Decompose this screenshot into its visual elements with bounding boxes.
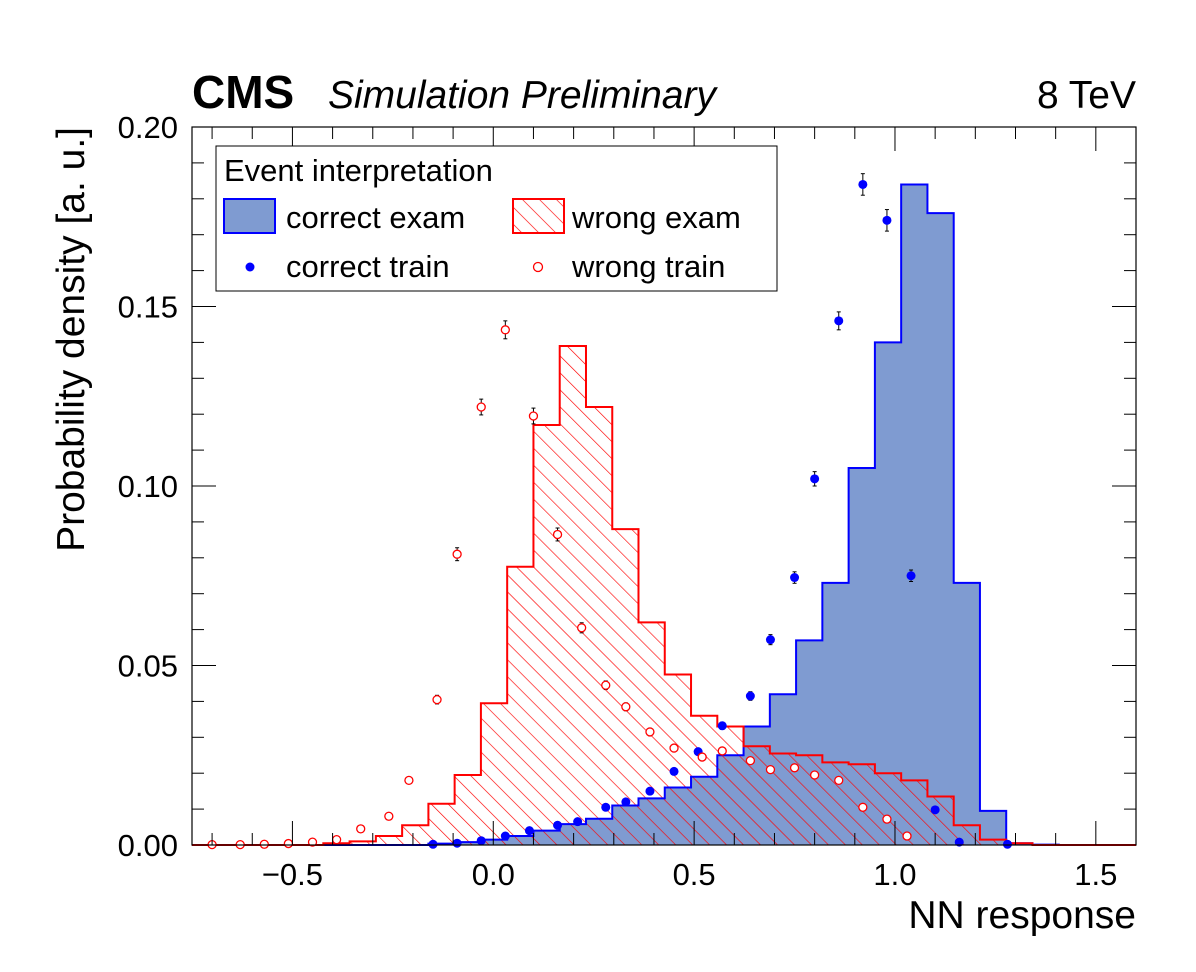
point-wrong-train xyxy=(809,770,820,780)
point-wrong-train xyxy=(283,838,294,849)
legend: Event interpretation correct exam wrong … xyxy=(215,145,778,292)
point-wrong-train xyxy=(432,694,442,705)
point-correct-train xyxy=(717,721,727,731)
point-correct-train xyxy=(858,179,868,189)
point-wrong-train xyxy=(331,834,342,845)
point-wrong-train xyxy=(356,824,366,834)
point-correct-train xyxy=(500,831,510,841)
point-correct-train xyxy=(930,805,940,815)
legend-label-correct-exam: correct exam xyxy=(286,200,465,235)
point-correct-train xyxy=(524,826,534,836)
point-correct-train xyxy=(621,797,631,807)
legend-label-correct-train: correct train xyxy=(286,249,450,284)
legend-marker-correct-train xyxy=(245,262,255,272)
point-correct-train xyxy=(573,817,583,827)
point-wrong-train xyxy=(789,763,800,773)
point-correct-train xyxy=(790,573,800,583)
point-wrong-train xyxy=(621,702,631,712)
y-axis-title: Probability density [a. u.] xyxy=(50,127,93,552)
point-wrong-train xyxy=(552,529,563,540)
point-correct-train xyxy=(834,316,844,326)
point-wrong-train xyxy=(577,623,587,633)
point-correct-train xyxy=(452,838,462,848)
x-tick-label: 1.0 xyxy=(873,857,916,892)
point-wrong-train xyxy=(882,814,892,824)
x-tick-label: 1.5 xyxy=(1074,857,1117,892)
x-tick-label: 0.5 xyxy=(673,857,716,892)
energy-label: 8 TeV xyxy=(1037,74,1136,117)
point-wrong-train xyxy=(669,743,679,753)
point-wrong-train xyxy=(902,831,912,841)
point-correct-train xyxy=(476,836,486,846)
x-tick-label: −0.5 xyxy=(262,857,323,892)
point-wrong-train xyxy=(259,839,269,849)
point-wrong-train xyxy=(384,811,394,821)
y-tick-label: 0.15 xyxy=(118,290,178,325)
y-tick-label: 0.00 xyxy=(118,828,178,863)
point-correct-train xyxy=(906,571,916,581)
point-correct-train xyxy=(765,635,775,645)
point-correct-train xyxy=(601,802,611,812)
experiment-label: CMS xyxy=(192,66,294,118)
hist-wrong-exam-hatch xyxy=(192,345,1136,845)
hist-wrong-exam-outline xyxy=(192,344,1136,846)
ticks-layer: −0.5 0.0 0.5 1.0 1.5 0.00 0.05 0.10 0.15 0.20 xyxy=(118,110,1137,892)
point-wrong-train xyxy=(765,764,776,775)
point-correct-train xyxy=(669,766,679,776)
point-correct-train xyxy=(745,691,755,701)
legend-label-wrong-train: wrong train xyxy=(571,249,725,284)
point-wrong-train xyxy=(745,755,756,766)
point-wrong-train xyxy=(601,680,611,690)
y-tick-label: 0.20 xyxy=(118,110,178,145)
point-wrong-train xyxy=(528,411,539,421)
points-layer xyxy=(207,173,1012,850)
y-tick-label: 0.10 xyxy=(118,469,178,504)
point-wrong-train xyxy=(500,325,510,335)
point-wrong-train xyxy=(476,402,486,412)
legend-swatch-wrong-exam xyxy=(512,198,565,234)
legend-frame xyxy=(215,145,778,292)
status-label: Simulation Preliminary xyxy=(328,74,718,117)
point-correct-train xyxy=(645,786,655,796)
point-wrong-train xyxy=(858,802,868,812)
point-wrong-train xyxy=(307,837,318,847)
point-correct-train xyxy=(428,839,438,849)
hist-correct-exam-fill xyxy=(192,184,1136,845)
y-tick-label: 0.05 xyxy=(118,649,178,684)
legend-marker-wrong-train xyxy=(532,261,544,273)
legend-swatch-correct-exam xyxy=(223,198,276,234)
point-correct-train xyxy=(810,474,820,484)
point-wrong-train xyxy=(697,752,707,762)
point-correct-train xyxy=(954,837,964,847)
point-correct-train xyxy=(882,215,892,225)
legend-label-wrong-exam: wrong exam xyxy=(571,200,741,235)
point-wrong-train xyxy=(834,775,844,786)
point-correct-train xyxy=(553,820,563,830)
x-axis-title: NN response xyxy=(908,894,1136,937)
point-correct-train xyxy=(1002,839,1012,849)
legend-title: Event interpretation xyxy=(224,153,493,188)
x-tick-label: 0.0 xyxy=(472,857,515,892)
point-wrong-train xyxy=(645,727,655,737)
point-wrong-train xyxy=(452,549,462,559)
point-wrong-train xyxy=(404,775,414,786)
point-wrong-train xyxy=(717,746,727,756)
